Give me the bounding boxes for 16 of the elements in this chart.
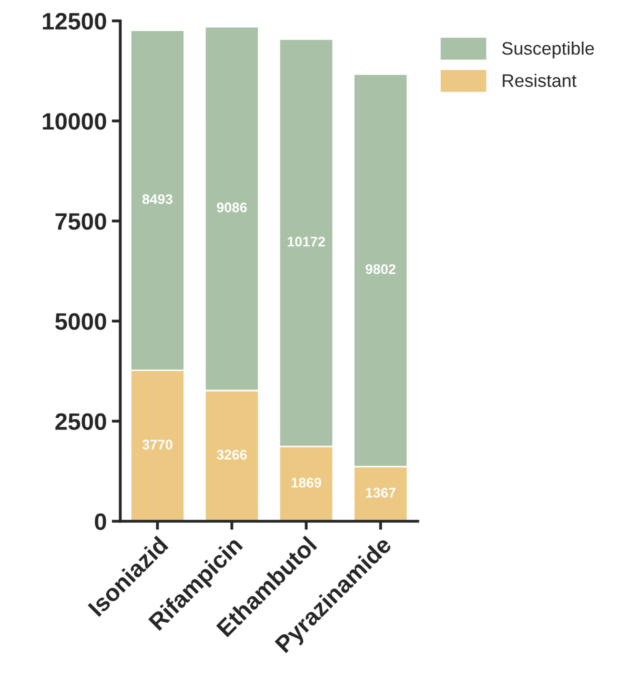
legend-label: Resistant [502,74,576,88]
data-label: 8493 [142,194,172,204]
data-label: 10172 [288,236,325,247]
data-label: 1367 [366,488,396,498]
y-tick-label: 5000 [55,313,106,330]
data-label: 3266 [216,450,247,460]
y-tick-label: 10000 [42,113,106,130]
data-label: 9802 [366,264,396,274]
y-tick-label: 0 [94,513,106,530]
y-tick-label: 2500 [55,413,106,430]
legend-label: Susceptible [502,42,594,58]
data-label: 1869 [292,478,322,488]
data-label: 9086 [216,202,247,212]
y-tick-label: 12500 [42,12,106,30]
y-tick-label: 7500 [56,213,106,230]
data-label: 3770 [142,440,172,450]
